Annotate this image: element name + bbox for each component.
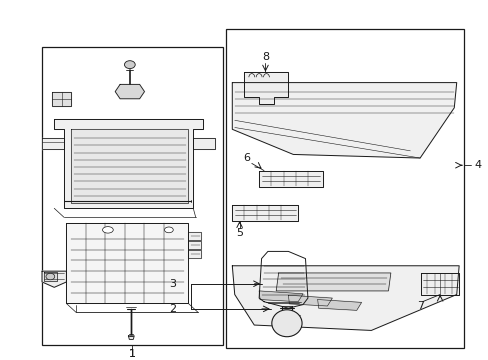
Polygon shape [276,273,390,291]
Polygon shape [52,91,71,106]
Ellipse shape [102,227,113,233]
Text: 5: 5 [236,228,243,238]
Polygon shape [244,72,288,104]
Ellipse shape [271,310,302,337]
Polygon shape [317,300,361,310]
Polygon shape [66,223,188,303]
Polygon shape [188,249,200,257]
Ellipse shape [164,227,173,233]
Ellipse shape [46,273,55,280]
Text: 1: 1 [128,349,136,359]
Text: 3: 3 [169,279,176,289]
Polygon shape [42,271,66,287]
Polygon shape [71,129,188,203]
Polygon shape [54,118,203,208]
Polygon shape [420,273,458,294]
Text: 7: 7 [417,301,424,311]
Polygon shape [288,295,332,306]
Bar [42,47,222,345]
Polygon shape [193,138,215,149]
Polygon shape [42,138,64,149]
Polygon shape [115,84,144,99]
Text: 8: 8 [262,52,268,62]
Text: 6: 6 [243,153,250,163]
Polygon shape [188,240,200,248]
Polygon shape [259,251,307,308]
Polygon shape [188,231,200,239]
Ellipse shape [124,61,135,69]
Bar [225,29,463,348]
Polygon shape [44,272,57,281]
Polygon shape [232,266,458,330]
Text: 4: 4 [474,160,481,170]
Polygon shape [259,171,322,187]
Polygon shape [232,205,298,221]
Polygon shape [232,82,456,158]
Text: 1: 1 [128,349,136,359]
Text: 2: 2 [169,304,176,314]
Polygon shape [259,291,303,302]
Polygon shape [128,336,134,339]
